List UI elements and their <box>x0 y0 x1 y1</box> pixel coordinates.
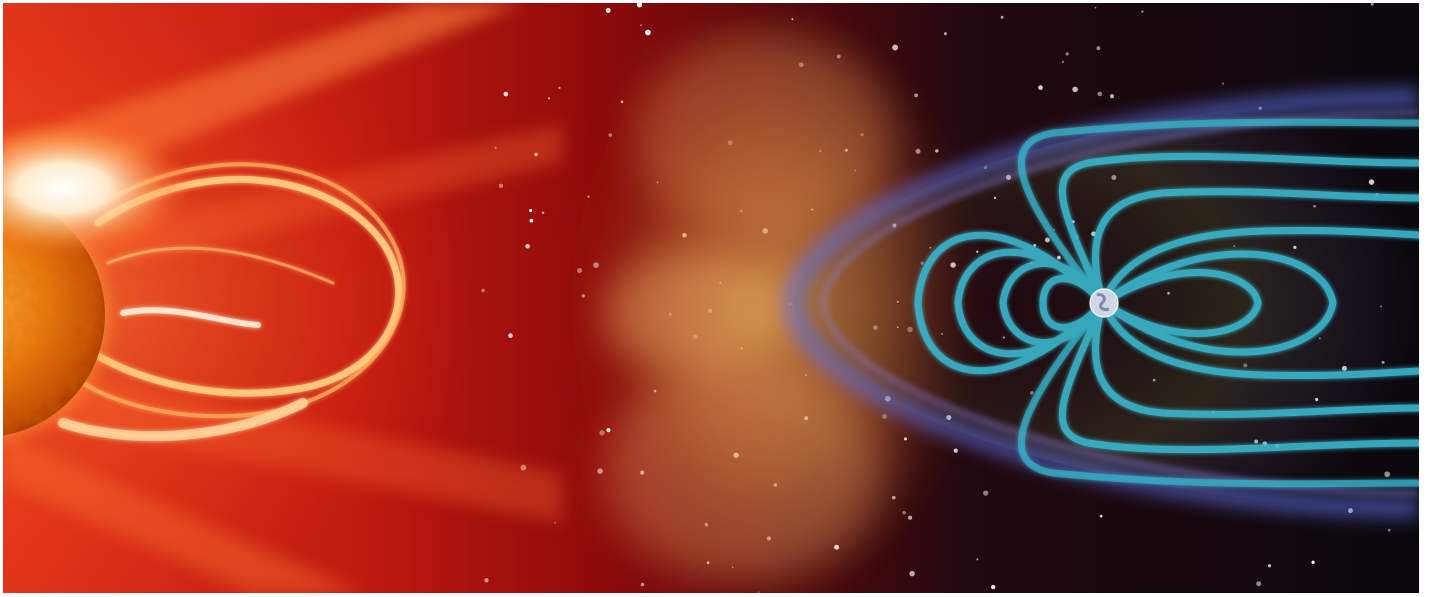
star <box>1097 91 1102 97</box>
star <box>645 29 651 36</box>
star <box>1000 15 1004 19</box>
star <box>1387 528 1391 532</box>
coronal-mass-ejection <box>58 162 406 442</box>
star <box>1072 86 1078 93</box>
star <box>1256 581 1262 587</box>
star <box>525 243 530 249</box>
star <box>976 558 979 561</box>
star <box>1099 514 1103 518</box>
star <box>757 591 760 593</box>
star <box>541 211 545 215</box>
star <box>983 490 989 496</box>
star <box>608 133 613 137</box>
space-weather-svg <box>3 3 1419 593</box>
star <box>1065 52 1069 56</box>
star <box>991 584 996 590</box>
earth-icon <box>1089 288 1119 318</box>
star <box>1038 85 1043 90</box>
solar-flare-glow <box>3 118 193 258</box>
star <box>909 570 915 577</box>
star <box>558 86 561 90</box>
star <box>943 32 947 36</box>
star <box>1311 560 1315 564</box>
solar-wind <box>578 13 978 593</box>
star <box>1109 94 1115 99</box>
star <box>529 218 534 223</box>
star <box>597 468 603 474</box>
space-weather-illustration <box>3 3 1419 593</box>
star <box>1061 60 1064 63</box>
star <box>1094 6 1097 9</box>
star <box>1141 10 1144 13</box>
star <box>503 91 509 97</box>
star <box>620 100 624 104</box>
star <box>640 582 645 587</box>
star <box>1221 82 1225 85</box>
star <box>892 44 899 51</box>
star <box>953 448 958 453</box>
magnetic-field-lines <box>914 118 1419 488</box>
star <box>605 8 611 13</box>
star <box>554 521 557 524</box>
star <box>484 578 489 583</box>
star <box>1267 564 1272 568</box>
star <box>547 97 551 100</box>
star <box>508 333 513 338</box>
star <box>639 24 642 27</box>
star <box>636 3 643 8</box>
star <box>498 183 504 188</box>
star <box>1370 3 1374 6</box>
star <box>587 195 590 198</box>
star <box>1096 46 1101 51</box>
star <box>529 209 533 213</box>
